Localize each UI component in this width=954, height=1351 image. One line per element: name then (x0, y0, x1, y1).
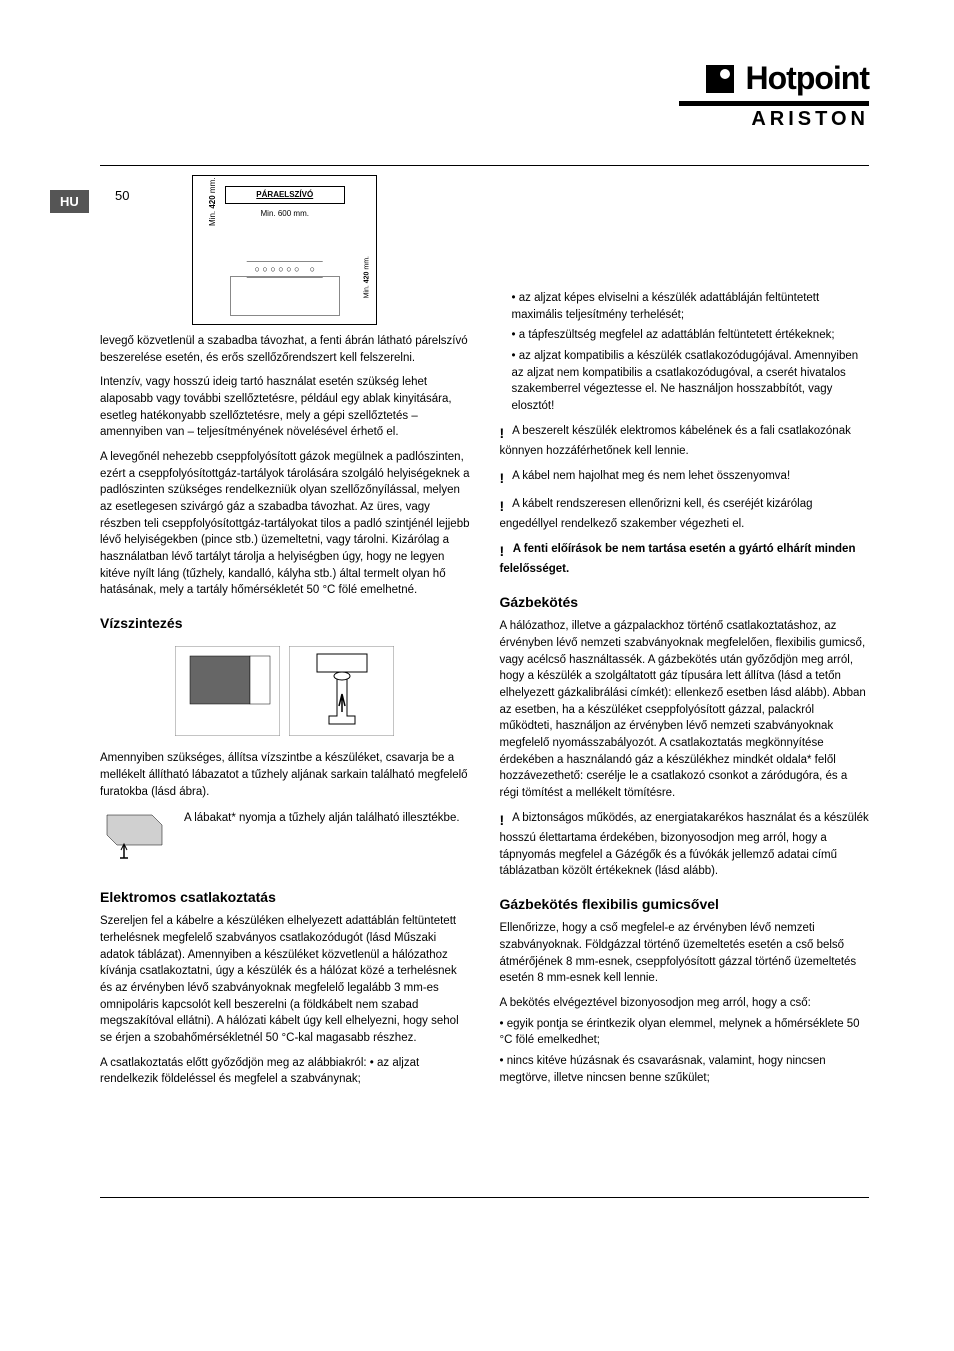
figure-leveling-corner (172, 643, 284, 738)
leveling-corner-svg (175, 646, 280, 736)
brand-ariston-text: ARISTON (679, 108, 869, 131)
min-width-label: Min. 600 mm. (225, 208, 345, 220)
left-vertical-label: Min. 420 mm. (207, 178, 219, 226)
para-flex-intro: A bekötés elvégeztével bizonyosodjon meg… (500, 995, 870, 1012)
bottom-rule (100, 1197, 869, 1198)
brand-hotpoint-text: Hotpoint (746, 60, 870, 97)
figure-leveling-table (170, 641, 400, 740)
warning-1: ! A beszerelt készülék elektromos kábelé… (500, 423, 870, 460)
para-electrical-1: Szereljen fel a kábelre a készüléken elh… (100, 913, 470, 1046)
para-legs-caption: A lábakat* nyomja a tűzhely alján találh… (184, 810, 460, 871)
warning-icon: ! (500, 810, 510, 830)
para-electrical-2: A csatlakoztatás előtt győződjön meg az … (100, 1055, 470, 1088)
warning-icon: ! (500, 541, 510, 561)
brand-hotpoint: Hotpoint (679, 60, 869, 97)
figure-leveling-foot (286, 643, 398, 738)
heading-flex-hose: Gázbekötés flexibilis gumicsővel (500, 894, 870, 914)
bullet-socket-0: • az aljzat képes elviselni a készülék a… (512, 290, 870, 323)
para-flex-1: Ellenőrizze, hogy a cső megfelel-e az ér… (500, 920, 870, 987)
warning-icon: ! (500, 468, 510, 488)
heading-electrical: Elektromos csatlakoztatás (100, 887, 470, 907)
top-rule (100, 165, 869, 166)
bullet-socket-2: • az aljzat kompatibilis a készülék csat… (512, 348, 870, 415)
warning-icon: ! (500, 423, 510, 443)
flex-bullet-0: • egyik pontja se érintkezik olyan elemm… (500, 1016, 870, 1049)
flex-bullet-1: • nincs kitéve húzásnak és csavarásnak, … (500, 1053, 870, 1086)
right-column: • az aljzat képes elviselni a készülék a… (500, 175, 870, 1201)
brand-header: Hotpoint ARISTON (679, 60, 869, 131)
brand-divider (679, 101, 869, 106)
leveling-foot-svg (289, 646, 394, 736)
right-vertical-label: Min. 420 mm. (362, 256, 372, 298)
para-lpg-storage: A levegőnél nehezebb cseppfolyósított gá… (100, 449, 470, 599)
heading-leveling: Vízszintezés (100, 613, 470, 633)
heading-gas: Gázbekötés (500, 592, 870, 612)
bullet-socket-1: • a tápfeszültség megfelel az adattáblán… (512, 327, 870, 344)
para-ventilation-2: Intenzív, vagy hosszú ideig tartó haszná… (100, 374, 470, 441)
brand-logo-square (706, 65, 734, 93)
hood-label: PÁRAELSZÍVÓ (225, 186, 345, 204)
warning-4: ! A fenti előírások be nem tartása eseté… (500, 541, 870, 578)
language-badge: HU (50, 190, 89, 213)
figure-ventilation: PÁRAELSZÍVÓ Min. 600 mm. Min. 420 mm. Mi… (192, 175, 377, 325)
para-leveling-caption: Amennyiben szükséges, állítsa vízszintbe… (100, 750, 470, 800)
figure-legs-row: A lábakat* nyomja a tűzhely alján találh… (100, 808, 462, 873)
content-area: PÁRAELSZÍVÓ Min. 600 mm. Min. 420 mm. Mi… (100, 175, 869, 1201)
oven-box (230, 276, 340, 316)
warning-gas: ! A biztonságos működés, az energiatakar… (500, 810, 870, 880)
warning-2: ! A kábel nem hajolhat meg és nem lehet … (500, 468, 870, 488)
para-gas-1: A hálózathoz, illetve a gázpalackhoz tör… (500, 618, 870, 801)
warning-3: ! A kábelt rendszeresen ellenőrizni kell… (500, 496, 870, 533)
left-column: PÁRAELSZÍVÓ Min. 600 mm. Min. 420 mm. Mi… (100, 175, 470, 1201)
leg-icon-svg (102, 810, 172, 865)
para-ventilation-1: levegő közvetlenül a szabadba távozhat, … (100, 333, 470, 366)
warning-icon: ! (500, 496, 510, 516)
